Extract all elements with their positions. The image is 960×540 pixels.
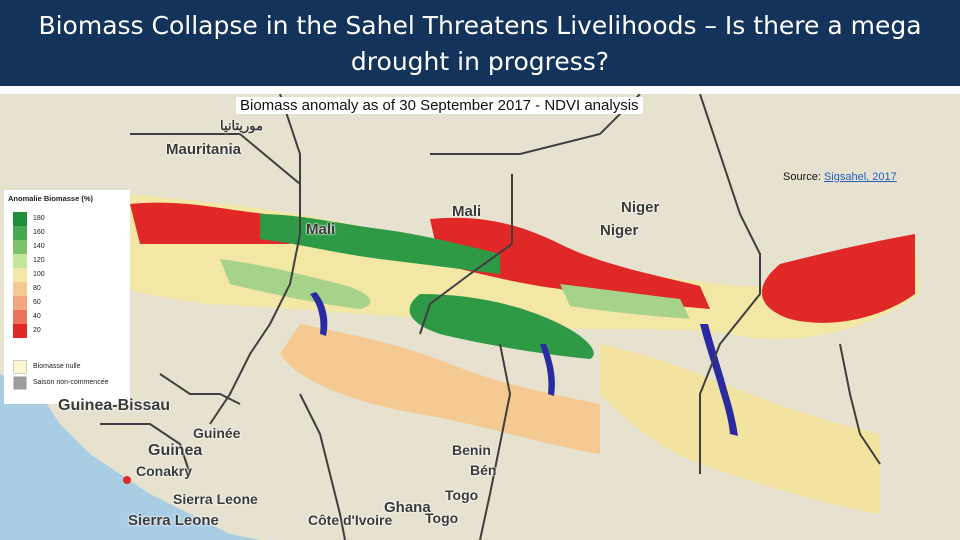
legend-label: 160	[33, 229, 45, 236]
south-mosaic	[280, 324, 600, 454]
label-mauritania-arabic: موريتانيا	[220, 118, 263, 133]
map-legend: Anomalie Biomasse (%) 180 160 140 120 100 80 6…	[4, 190, 130, 404]
border-chad-cameroon	[839, 343, 881, 465]
legend-row: 140	[13, 240, 123, 254]
legend-label: 140	[33, 243, 45, 250]
deficit-east	[761, 234, 915, 323]
legend-row: 160	[13, 226, 123, 240]
legend-row: 80	[13, 282, 123, 296]
legend-swatch	[13, 360, 27, 374]
border-west	[130, 133, 301, 425]
label-guinea-bissau: Guinea-Bissau	[58, 397, 171, 414]
label-mali-2: Mali	[452, 203, 482, 220]
label-benin-2: Bén	[470, 462, 497, 478]
surplus-mali-south	[220, 259, 371, 309]
map-subtitle: Biomass anomaly as of 30 September 2017 …	[236, 97, 643, 114]
surplus-niger-south	[560, 284, 690, 319]
legend-label: 20	[33, 327, 41, 334]
label-mauritania: Mauritania	[166, 141, 242, 158]
legend-label: 180	[33, 215, 45, 222]
label-benin-1: Benin	[452, 442, 491, 458]
legend-swatch	[13, 240, 27, 254]
label-togo-1: Togo	[445, 487, 479, 503]
legend-swatch	[13, 376, 27, 390]
label-cote-divoire: Côte d'Ivoire	[308, 512, 393, 528]
surplus-burkina	[409, 294, 594, 359]
legend-swatch	[13, 310, 27, 324]
border-guinea-north	[159, 373, 241, 405]
legend-label: 40	[33, 313, 41, 320]
legend-label: 60	[33, 299, 41, 306]
atlantic-ocean	[0, 374, 260, 540]
legend-label: Saison non-commencée	[33, 379, 109, 386]
label-guinee: Guinée	[193, 425, 241, 441]
deficit-west	[130, 202, 290, 244]
legend-swatch	[13, 324, 27, 338]
legend-row: 60	[13, 296, 123, 310]
legend-row: 100	[13, 268, 123, 282]
location-marker	[123, 476, 131, 484]
legend-swatch	[13, 296, 27, 310]
slide-title-line1: Biomass Collapse in the Sahel Threatens …	[38, 11, 922, 40]
map-canvas	[0, 94, 960, 540]
label-niger-1: Niger	[621, 199, 660, 216]
legend-row: 180	[13, 212, 123, 226]
border-mali-niger	[419, 174, 513, 335]
source-prefix: Source:	[783, 171, 824, 183]
border-mauritania-mali	[279, 94, 301, 214]
label-sierra-leone-2: Sierra Leone	[128, 512, 219, 529]
legend-label: 80	[33, 285, 41, 292]
legend-swatch	[13, 212, 27, 226]
surplus-mali	[260, 214, 500, 274]
legend-label: 120	[33, 257, 45, 264]
legend-row: 40	[13, 310, 123, 324]
legend-row-extra: Biomasse nulle	[13, 360, 123, 374]
legend-label: 100	[33, 271, 45, 278]
nigeria-zone	[600, 344, 880, 514]
border-guinea-bissau	[100, 423, 191, 475]
legend-swatch	[13, 226, 27, 240]
label-mali-1: Mali	[306, 221, 336, 238]
inner-niger-delta	[310, 292, 328, 336]
border-niger-nigeria-chad	[699, 94, 761, 474]
source-credit: Source: Sigsahel, 2017	[783, 171, 897, 183]
biomass-anomaly-map: Anomalie Biomasse (%) 180 160 140 120 100 80 6…	[0, 94, 960, 540]
legend-row: 120	[13, 254, 123, 268]
river-volta	[540, 344, 555, 396]
legend-title: Anomalie Biomasse (%)	[8, 194, 94, 203]
legend-row-extra: Saison non-commencée	[13, 376, 123, 390]
source-link[interactable]: Sigsahel, 2017	[823, 171, 897, 183]
label-niger-2: Niger	[600, 222, 639, 239]
legend-swatch	[13, 268, 27, 282]
deficit-central	[430, 217, 710, 309]
label-ghana: Ghana	[384, 499, 431, 516]
label-conakry: Conakry	[136, 463, 193, 479]
legend-row: 20	[13, 324, 123, 338]
label-sierra-leone-1: Sierra Leone	[173, 491, 258, 507]
label-guinea: Guinea	[148, 442, 203, 459]
legend-label: Biomasse nulle	[33, 363, 81, 370]
slide-title: Biomass Collapse in the Sahel Threatens …	[0, 0, 960, 86]
river-benue	[700, 324, 738, 436]
slide-title-line2: drought in progress?	[350, 47, 610, 76]
legend-swatch	[13, 254, 27, 268]
legend-swatch	[13, 282, 27, 296]
border-cote-divoire	[299, 393, 346, 540]
label-togo-2: Togo	[425, 510, 459, 526]
border-ghana-togo	[479, 343, 512, 540]
border-algeria	[430, 94, 641, 155]
